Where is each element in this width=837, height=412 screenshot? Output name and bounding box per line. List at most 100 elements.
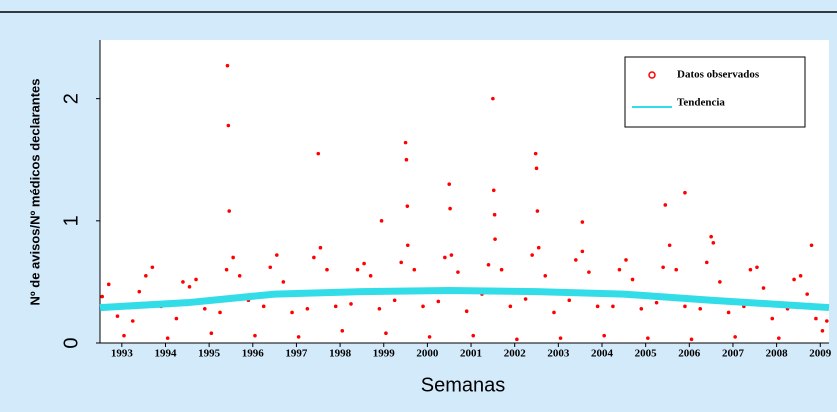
data-point: [268, 265, 273, 270]
data-point: [224, 267, 229, 272]
data-point: [150, 265, 155, 270]
data-point: [231, 255, 235, 260]
data-point: [825, 319, 829, 323]
data-point: [567, 298, 572, 303]
data-point: [683, 304, 687, 309]
data-point: [181, 280, 185, 284]
data-point: [456, 270, 460, 274]
data-point: [492, 212, 497, 217]
data-point: [486, 263, 491, 267]
data-point: [443, 255, 447, 260]
data-point: [296, 335, 301, 339]
data-point: [748, 267, 753, 272]
data-point: [755, 265, 759, 270]
data-point: [704, 260, 709, 265]
x-tick-label: 1999: [373, 348, 396, 360]
x-tick-label: 1995: [198, 348, 221, 360]
data-point: [611, 304, 615, 309]
x-tick-label: 2004: [591, 348, 614, 360]
data-point: [580, 249, 585, 254]
data-point: [689, 337, 694, 342]
data-point: [805, 292, 809, 296]
data-point: [355, 267, 360, 272]
legend-label: Datos observados: [677, 69, 760, 81]
x-tick-label: 2003: [547, 348, 570, 360]
data-point: [508, 304, 513, 309]
data-point: [448, 206, 452, 211]
data-point: [377, 306, 382, 311]
data-point: [305, 306, 310, 311]
data-point: [709, 234, 713, 239]
data-point: [325, 267, 329, 272]
data-point: [144, 274, 148, 278]
data-point: [533, 151, 538, 156]
data-point: [187, 284, 192, 289]
data-point: [646, 336, 650, 340]
data-point: [499, 267, 504, 272]
data-point: [340, 328, 345, 333]
data-point: [403, 140, 408, 145]
x-tick-label: 1993: [111, 348, 134, 360]
data-point: [726, 310, 731, 315]
data-point: [137, 289, 142, 294]
data-point: [798, 274, 803, 278]
data-point: [421, 304, 425, 309]
data-point: [115, 314, 120, 318]
data-point: [412, 267, 417, 272]
y-tick-label: 0: [60, 337, 82, 348]
data-point: [318, 245, 323, 250]
data-point: [202, 306, 207, 311]
data-point: [558, 336, 563, 340]
data-point: [530, 253, 534, 257]
data-point: [384, 331, 388, 336]
data-point: [405, 204, 410, 208]
legend: [624, 56, 806, 128]
data-point: [792, 277, 796, 282]
y-tick-label: 2: [60, 93, 82, 104]
legend-label: Tendencia: [677, 97, 725, 109]
data-point: [165, 336, 170, 340]
data-point: [814, 316, 818, 321]
x-tick-label: 1996: [242, 348, 265, 360]
data-point: [122, 333, 126, 338]
data-point: [471, 333, 476, 338]
data-point: [491, 96, 495, 101]
data-point: [587, 270, 591, 274]
x-tick-label: 2000: [416, 348, 439, 360]
data-point: [427, 335, 432, 339]
data-point: [436, 299, 441, 304]
data-point: [617, 267, 622, 272]
data-point: [515, 337, 519, 342]
data-point: [624, 258, 628, 262]
x-tick-label: 2008: [766, 348, 789, 360]
x-tick-label: 1998: [329, 348, 352, 360]
data-point: [218, 310, 222, 315]
data-point: [225, 63, 230, 68]
data-point: [674, 267, 679, 272]
data-point: [718, 280, 722, 284]
x-tick-label: 2006: [678, 348, 701, 360]
x-tick-label: 2005: [635, 348, 658, 360]
data-point: [253, 333, 257, 338]
data-point: [399, 260, 404, 265]
data-point: [226, 123, 231, 128]
data-point: [237, 274, 242, 278]
data-point: [368, 274, 373, 278]
data-point: [552, 310, 556, 315]
data-point: [761, 286, 766, 290]
data-point: [379, 219, 384, 223]
data-point: [447, 182, 452, 186]
data-point: [574, 258, 578, 262]
x-tick-label: 1997: [285, 348, 308, 360]
data-point: [316, 151, 321, 156]
y-axis-title: Nº de avisos/Nº médicos declarantes: [27, 79, 42, 306]
data-point: [580, 220, 585, 224]
data-point: [261, 304, 266, 309]
y-tick-label: 1: [60, 215, 82, 226]
data-point: [535, 209, 540, 213]
data-point: [663, 203, 668, 207]
data-point: [174, 316, 179, 321]
data-point: [392, 298, 397, 303]
data-point: [491, 188, 496, 193]
